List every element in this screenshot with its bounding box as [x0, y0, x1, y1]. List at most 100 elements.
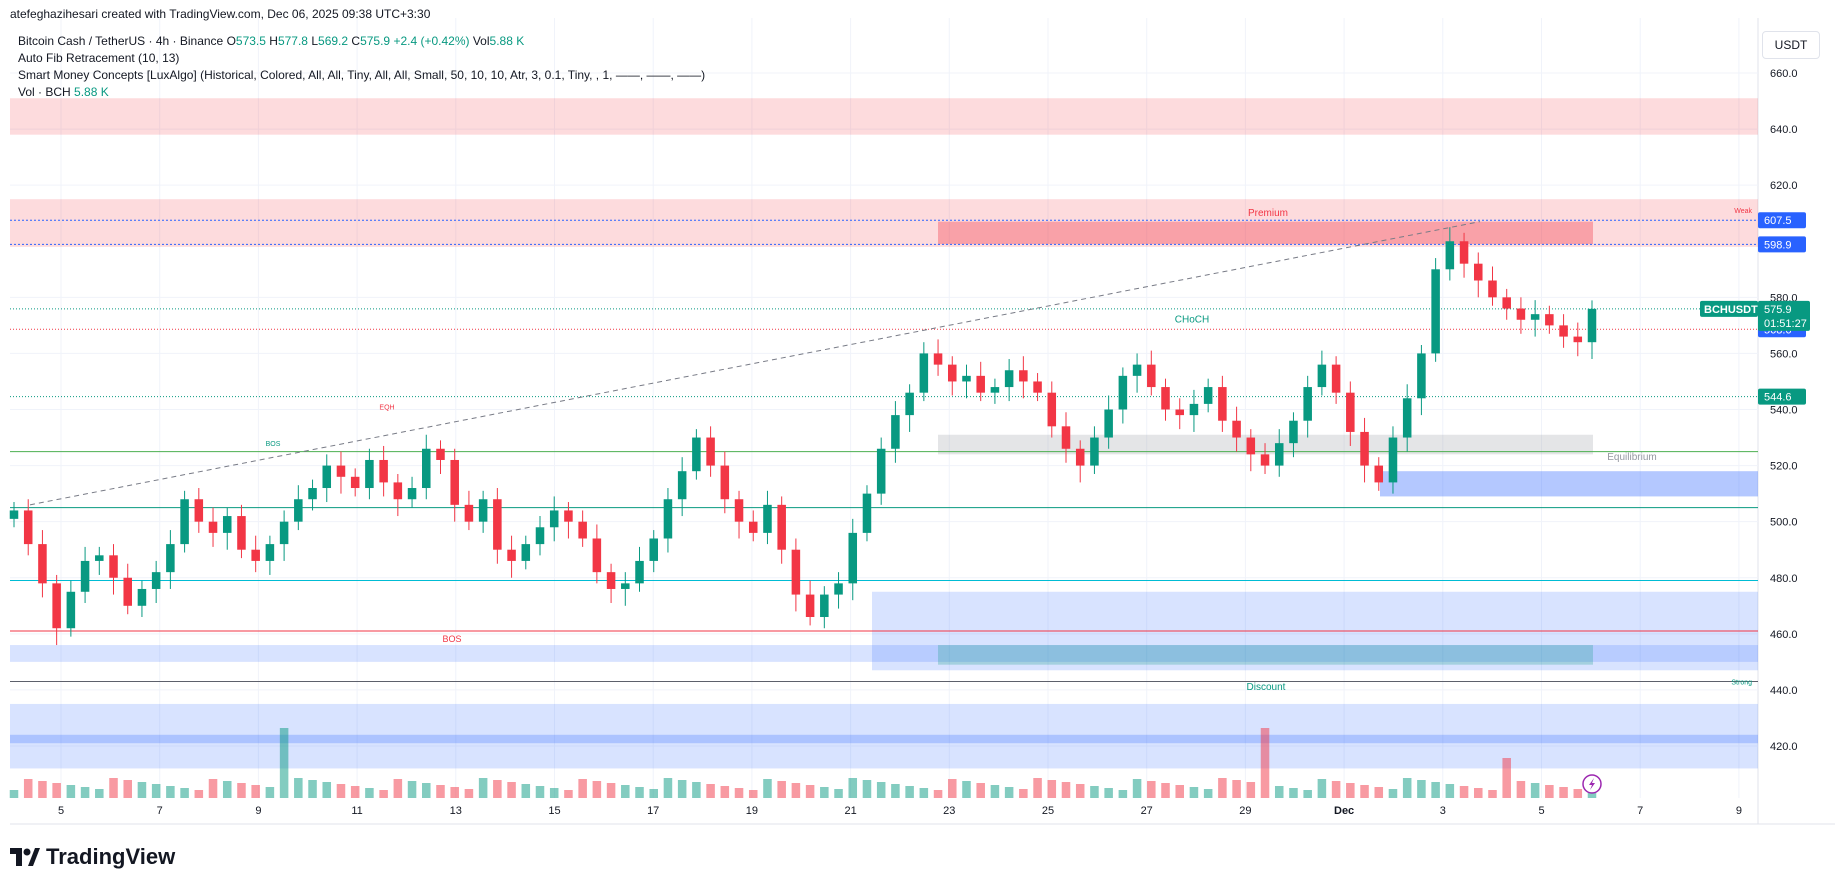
- candle-body: [933, 353, 943, 365]
- candle-body: [393, 482, 403, 500]
- volume-bar: [436, 785, 445, 798]
- volume-bar: [692, 782, 701, 798]
- discount-label: Discount: [1247, 682, 1286, 693]
- candle: [692, 429, 701, 480]
- candle: [905, 384, 914, 432]
- candle: [1445, 227, 1455, 281]
- volume-bar: [663, 778, 673, 798]
- volume-bar: [180, 788, 189, 798]
- volume-bar: [990, 785, 1000, 798]
- volume-band: [10, 734, 1758, 744]
- x-tick-label: 17: [647, 805, 659, 817]
- candle: [1388, 426, 1398, 494]
- candle-body: [365, 459, 374, 489]
- candle-body: [663, 499, 673, 539]
- candle-body: [891, 415, 900, 449]
- candle: [66, 580, 76, 637]
- x-tick-label: 7: [157, 805, 163, 817]
- candle-body: [621, 583, 630, 589]
- candle: [1587, 300, 1597, 360]
- tradingview-logo[interactable]: TradingView: [10, 844, 175, 870]
- volume-bar: [1104, 788, 1113, 798]
- candle: [663, 488, 673, 553]
- candle: [1573, 322, 1583, 357]
- volume-bar: [649, 789, 658, 798]
- volume-bar: [535, 786, 545, 798]
- candle: [706, 426, 715, 477]
- candle: [1118, 367, 1128, 424]
- price-tag-607-bg: [1758, 212, 1806, 229]
- price-tag-544: 544.6: [1758, 388, 1806, 405]
- candle-body: [322, 465, 332, 489]
- candle: [1104, 395, 1113, 449]
- candle-body: [95, 555, 104, 561]
- candle: [564, 502, 573, 539]
- candle: [1488, 266, 1497, 306]
- candle: [422, 434, 431, 500]
- candle: [805, 580, 815, 626]
- candle: [166, 530, 175, 589]
- candle: [976, 361, 985, 402]
- candle: [1161, 378, 1170, 421]
- candle: [308, 479, 317, 511]
- candle-body: [1090, 437, 1099, 466]
- candle: [379, 445, 388, 497]
- candle: [1374, 457, 1384, 491]
- premium-label: Premium: [1248, 208, 1288, 219]
- candle-body: [507, 549, 516, 561]
- candle: [1360, 417, 1369, 483]
- legend-fib[interactable]: Auto Fib Retracement (10, 13): [18, 51, 180, 65]
- volume-bar: [1545, 785, 1554, 798]
- legend-smc[interactable]: Smart Money Concepts [LuxAlgo] (Historic…: [18, 68, 706, 82]
- candle: [9, 502, 19, 528]
- candle-body: [1161, 387, 1170, 410]
- x-tick-label: 9: [255, 805, 261, 817]
- candle-body: [1232, 420, 1241, 438]
- volume-bar: [1402, 778, 1412, 798]
- candle: [1317, 350, 1327, 396]
- candle: [1274, 429, 1284, 477]
- volume-bar: [1346, 783, 1355, 798]
- candle-body: [649, 538, 658, 561]
- candle: [1502, 288, 1511, 320]
- candle-body: [52, 583, 61, 629]
- x-tick-label: 19: [746, 805, 758, 817]
- volume-bar: [1530, 783, 1540, 798]
- candle: [52, 574, 61, 646]
- candle-body: [422, 448, 431, 489]
- x-tick-label: 25: [1042, 805, 1054, 817]
- volume-bar: [322, 782, 332, 798]
- volume-bar: [308, 780, 317, 798]
- y-tick-label: 480.0: [1770, 573, 1798, 585]
- currency-button[interactable]: USDT: [1762, 31, 1820, 59]
- tradingview-logo-text: TradingView: [46, 844, 176, 869]
- candle: [535, 516, 545, 556]
- candle-body: [109, 555, 118, 578]
- candle-body: [1260, 454, 1270, 466]
- candle-body: [1474, 263, 1483, 281]
- candle-body: [862, 493, 872, 533]
- last-price-text: 575.9: [1764, 304, 1792, 316]
- candle-body: [549, 510, 559, 528]
- legend-volume[interactable]: Vol · BCH 5.88 K: [18, 85, 109, 99]
- candle-body: [919, 353, 929, 393]
- volume-bar: [1502, 758, 1511, 798]
- open-value: 573.5: [235, 34, 266, 48]
- price-tag-last: BCHUSDT 575.9 01:51:27: [1700, 300, 1810, 331]
- x-tick-label: 27: [1141, 805, 1153, 817]
- volume-bar: [1203, 789, 1213, 798]
- x-tick-label: 3: [1440, 805, 1446, 817]
- volume-bar: [1516, 781, 1526, 798]
- candle: [1516, 297, 1526, 334]
- candle-body: [407, 488, 417, 500]
- candle-body: [777, 504, 786, 550]
- candle: [763, 490, 772, 545]
- choch-label: CHoCH: [1175, 315, 1209, 326]
- low-value: 569.2: [318, 34, 349, 48]
- candle-body: [990, 387, 1000, 393]
- volume-bar: [1573, 789, 1583, 798]
- legend-ohlc[interactable]: Bitcoin Cash / TetherUS · 4h · Binance O…: [18, 34, 525, 48]
- x-tick-label: 23: [943, 805, 955, 817]
- candle-body: [1189, 403, 1199, 416]
